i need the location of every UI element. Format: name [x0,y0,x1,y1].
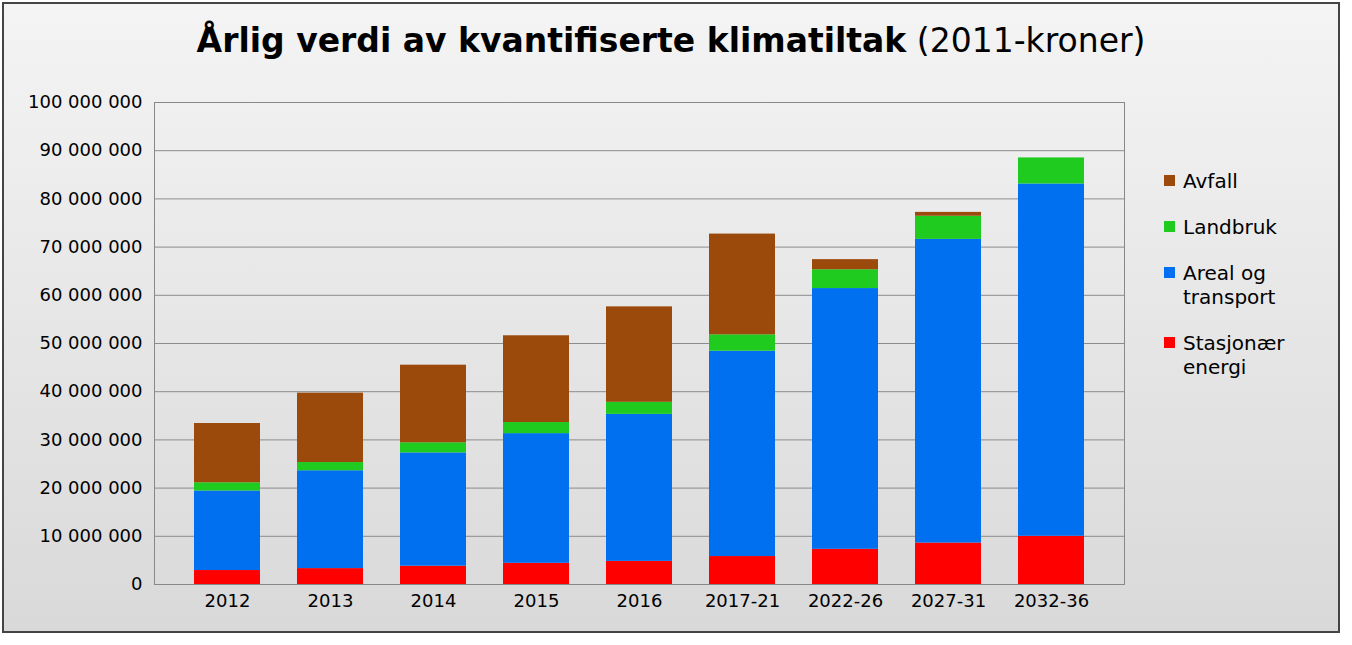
svg-text:80 000 000: 80 000 000 [39,188,142,209]
svg-text:70 000 000: 70 000 000 [39,236,142,257]
svg-text:60 000 000: 60 000 000 [39,284,142,305]
svg-text:2027-31: 2027-31 [911,590,986,611]
svg-text:0: 0 [131,573,142,594]
svg-text:2015: 2015 [514,590,560,611]
html-text:Avfall: Avfall [1183,169,1238,193]
svg-text:2016: 2016 [617,590,663,611]
svg-text:2014: 2014 [411,590,457,611]
svg-text:30 000 000: 30 000 000 [39,429,142,450]
svg-text:100 000 000: 100 000 000 [28,91,143,112]
html-text:Årlig verdi av kvantifiserte k: Årlig verdi av kvantifiserte klimatiltak… [196,21,1146,60]
svg-text:2022-26: 2022-26 [808,590,883,611]
svg-text:90 000 000: 90 000 000 [39,139,142,160]
svg-text:20 000 000: 20 000 000 [39,477,142,498]
html-text:Areal og transport: Areal og transport [1183,261,1276,309]
html-text:Landbruk: Landbruk [1183,215,1277,239]
svg-text:50 000 000: 50 000 000 [39,332,142,353]
svg-text:2017-21: 2017-21 [705,590,780,611]
svg-text:40 000 000: 40 000 000 [39,380,142,401]
svg-text:2032-36: 2032-36 [1014,590,1089,611]
svg-text:2013: 2013 [308,590,354,611]
html-text:Stasjonær energi: Stasjonær energi [1183,331,1285,379]
svg-text:10 000 000: 10 000 000 [39,525,142,546]
svg-text:2012: 2012 [205,590,251,611]
